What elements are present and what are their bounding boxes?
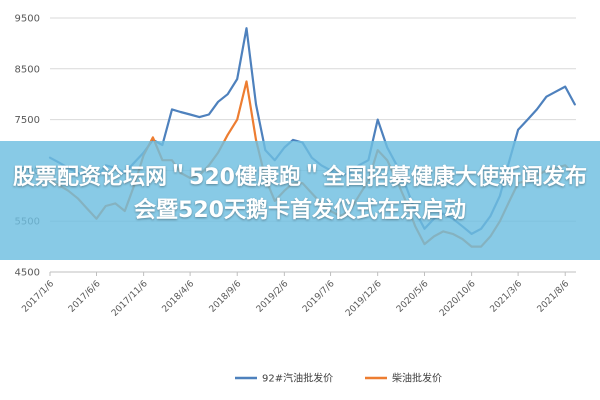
x-tick-label: 2020/10/6	[438, 279, 478, 319]
x-tick-label: 2018/9/6	[208, 279, 244, 315]
x-tick-label: 2017/11/6	[110, 279, 150, 319]
x-tick-label: 2019/12/6	[344, 279, 384, 319]
legend-label-1: 92#汽油批发价	[262, 372, 333, 385]
y-tick-label: 8500	[15, 64, 40, 75]
y-tick-label: 7500	[15, 115, 40, 126]
x-tick-label: 2019/2/6	[255, 279, 291, 315]
x-tick-label: 2018/4/6	[161, 279, 197, 315]
headline-text: 股票配资论坛网＂520健康跑＂全国招募健康大使新闻发布会暨520天鹅卡首发仪式在…	[13, 165, 587, 223]
x-tick-label: 2021/3/6	[489, 279, 525, 315]
x-tick-label: 2017/1/6	[20, 279, 56, 315]
x-tick-label: 2020/5/6	[395, 279, 431, 315]
y-tick-label: 4500	[15, 268, 40, 279]
x-tick-label: 2017/6/6	[67, 279, 103, 315]
x-tick-label: 2019/7/6	[301, 279, 337, 315]
legend-label-2: 柴油批发价	[392, 372, 442, 385]
headline-overlay: 股票配资论坛网＂520健康跑＂全国招募健康大使新闻发布会暨520天鹅卡首发仪式在…	[0, 141, 600, 260]
y-tick-label: 9500	[15, 14, 40, 25]
x-tick-label: 2021/8/6	[536, 279, 572, 315]
